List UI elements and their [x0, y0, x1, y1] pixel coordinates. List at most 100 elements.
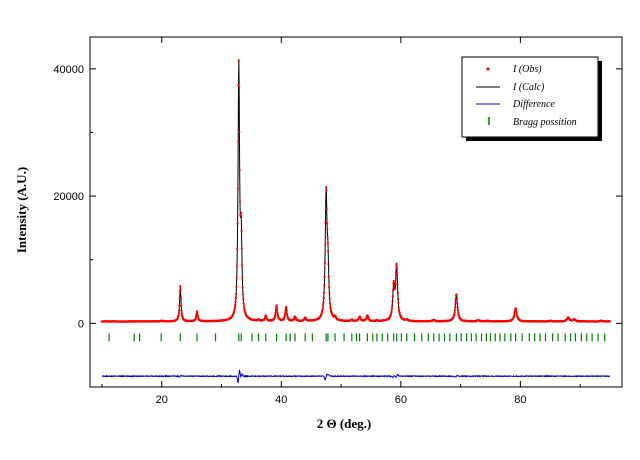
obs-point	[180, 312, 183, 315]
obs-point	[515, 311, 518, 314]
obs-point	[242, 298, 245, 301]
obs-point	[235, 285, 238, 288]
obs-point	[455, 293, 458, 296]
obs-point	[326, 227, 329, 231]
obs-point	[285, 312, 289, 315]
obs-point	[392, 279, 395, 283]
obs-point	[237, 59, 240, 62]
y-axis-title: Intensity (A.U.)	[14, 167, 29, 253]
obs-point	[234, 297, 237, 300]
obs-point	[455, 297, 459, 300]
obs-point	[241, 293, 245, 296]
obs-point	[240, 211, 243, 214]
obs-point	[276, 307, 279, 311]
obs-point	[391, 304, 394, 308]
obs-point	[392, 281, 396, 284]
obs-point	[322, 304, 325, 307]
obs-point	[320, 312, 323, 316]
obs-point	[233, 310, 236, 313]
obs-point	[328, 291, 331, 295]
obs-point	[513, 314, 516, 317]
obs-point	[329, 305, 332, 308]
obs-point	[241, 277, 244, 280]
obs-point	[394, 287, 397, 290]
obs-point	[236, 187, 239, 190]
obs-point	[178, 304, 181, 307]
obs-point	[283, 313, 286, 317]
x-tick-label: 20	[156, 394, 168, 406]
y-tick-label: 40000	[53, 64, 84, 76]
obs-point	[178, 290, 182, 293]
obs-point	[324, 243, 327, 246]
obs-point	[238, 85, 241, 88]
obs-point	[608, 320, 612, 323]
obs-point	[323, 261, 326, 264]
obs-point	[325, 222, 329, 225]
obs-point	[236, 247, 239, 250]
obs-point	[397, 306, 400, 309]
obs-point	[328, 297, 331, 300]
y-tick-label: 20000	[53, 191, 84, 203]
obs-point	[285, 309, 288, 312]
legend-label-obs: I (Obs)	[512, 64, 542, 75]
obs-point	[325, 189, 328, 192]
obs-point	[394, 277, 397, 280]
obs-point	[390, 309, 393, 312]
obs-point	[395, 262, 398, 265]
obs-point	[284, 312, 287, 315]
obs-point	[241, 286, 244, 289]
obs-point	[233, 307, 236, 310]
y-tick-label: 0	[78, 318, 84, 330]
obs-point	[196, 311, 199, 314]
obs-point	[179, 285, 182, 288]
obs-point	[178, 309, 181, 312]
obs-point	[326, 241, 329, 244]
obs-point	[324, 221, 327, 224]
tick-labels: 20 40 60 80 0 20000 40000	[53, 64, 526, 406]
obs-point	[177, 312, 180, 315]
obs-point	[242, 302, 245, 305]
obs-point	[242, 304, 245, 307]
obs-point	[327, 263, 330, 266]
obs-point	[457, 311, 460, 314]
obs-point	[394, 271, 398, 274]
difference-line	[101, 369, 610, 384]
obs-point	[234, 303, 237, 306]
obs-point	[396, 273, 399, 276]
obs-point	[321, 307, 324, 310]
obs-point	[233, 305, 237, 308]
axis-ticks	[90, 37, 622, 388]
obs-point	[453, 311, 456, 314]
obs-point	[391, 295, 394, 298]
obs-point	[396, 291, 399, 294]
x-axis-title: 2 Θ (deg.)	[317, 416, 372, 431]
obs-point	[275, 305, 278, 308]
legend-label-bragg: Bragg possition	[513, 117, 577, 128]
obs-point	[179, 288, 182, 291]
obs-point	[240, 229, 243, 232]
obs-point	[456, 302, 459, 305]
obs-point	[322, 291, 326, 294]
legend: I (Obs) I (Calc) Difference Bragg possit…	[461, 56, 602, 141]
obs-point	[391, 300, 394, 303]
obs-point	[235, 293, 238, 296]
obs-point	[327, 250, 330, 253]
obs-point	[397, 297, 400, 301]
obs-point	[239, 214, 242, 217]
obs-point	[453, 309, 456, 312]
obs-point	[514, 307, 518, 310]
obs-point	[397, 308, 401, 311]
obs-point	[285, 307, 288, 310]
obs-point	[180, 304, 183, 307]
legend-symbol-obs	[486, 67, 490, 71]
obs-point	[321, 310, 324, 313]
obs-point	[325, 207, 328, 210]
obs-point	[238, 200, 242, 204]
bragg-ticks	[108, 333, 606, 342]
obs-point	[456, 306, 459, 309]
legend-label-calc: I (Calc)	[512, 82, 545, 93]
obs-series	[100, 59, 612, 323]
obs-point	[276, 311, 279, 314]
obs-point	[323, 284, 326, 287]
legend-label-diff: Difference	[512, 99, 555, 110]
